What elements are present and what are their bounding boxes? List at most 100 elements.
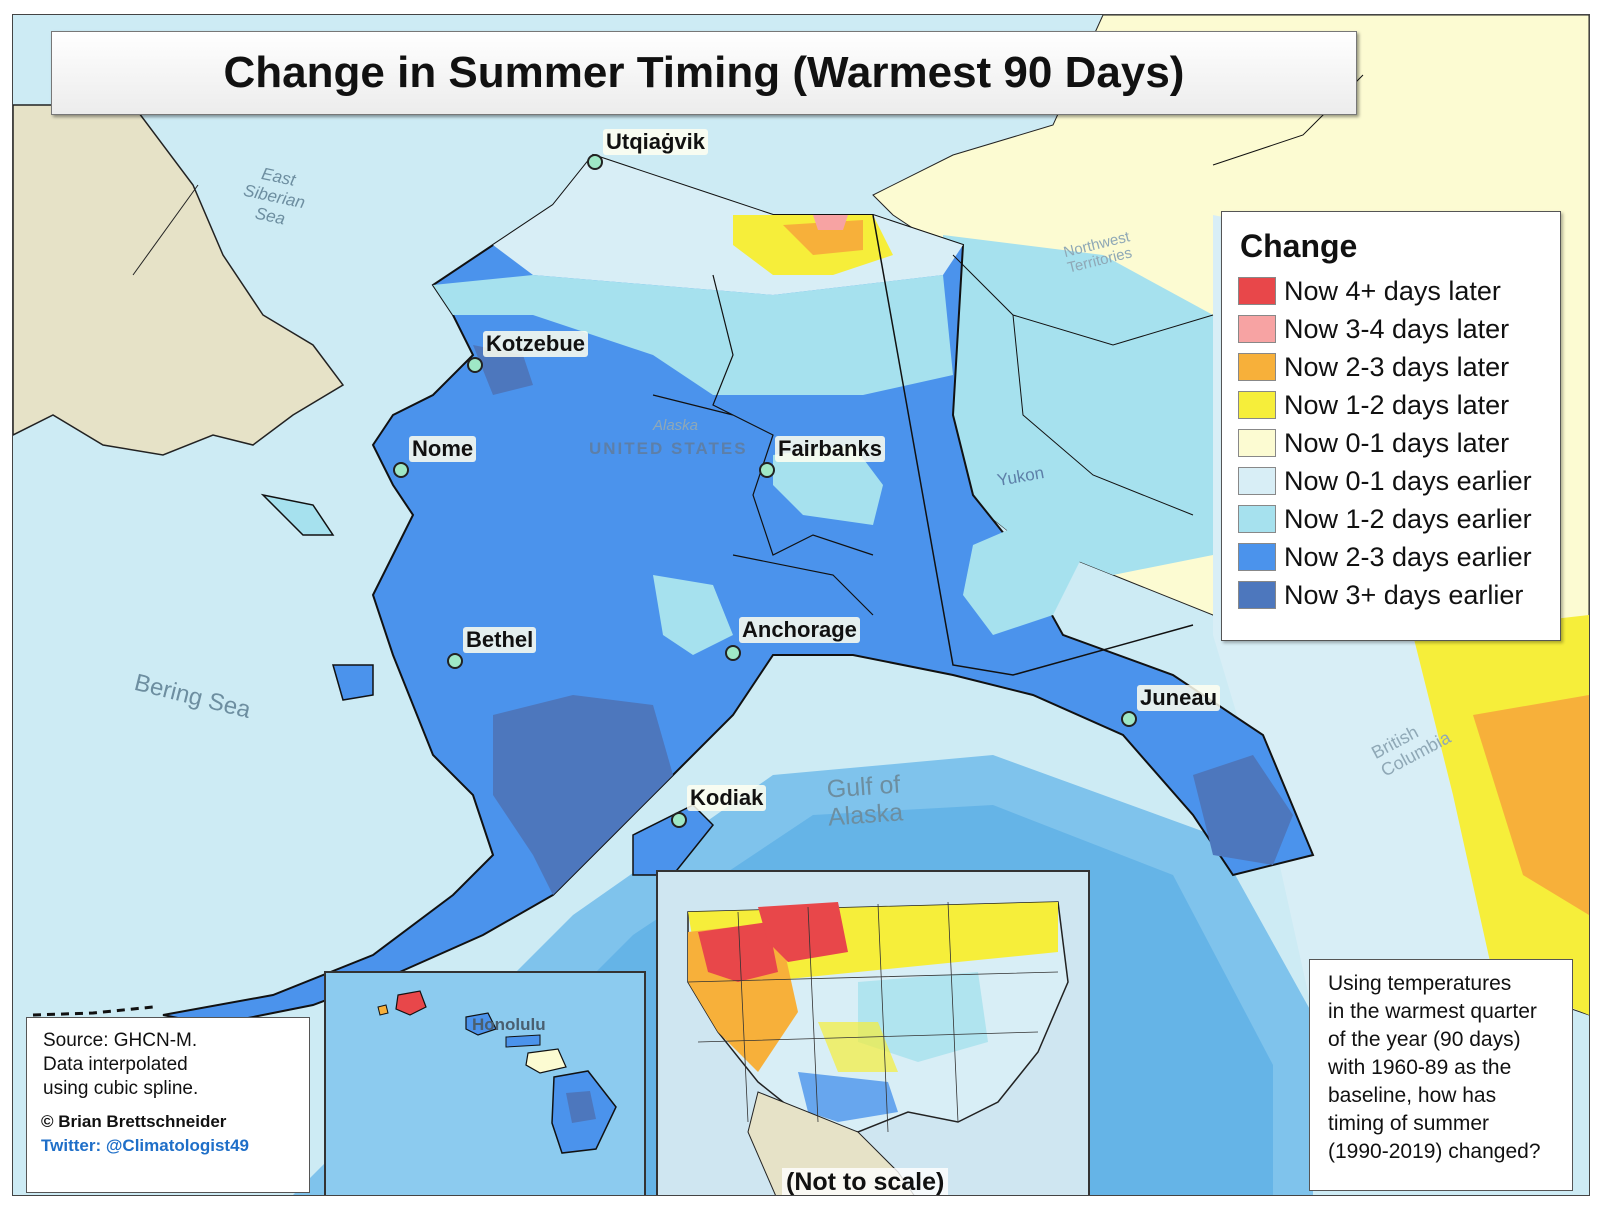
gulf-of-alaska-label: Gulf of Alaska [825,770,904,831]
legend-label: Now 1-2 days later [1284,389,1510,420]
kodiak-label: Kodiak [687,785,767,811]
niihau-island [377,1004,389,1016]
legend-swatch [1238,429,1276,457]
anchorage-marker [725,645,741,661]
source-line: Source: GHCN-M. [43,1030,198,1051]
kotzebue-marker [467,357,483,373]
kauai-island [395,990,427,1016]
map-frame: Change in Summer Timing (Warmest 90 Days… [12,14,1590,1196]
legend-swatch [1238,391,1276,419]
legend-title: Change [1240,228,1358,264]
conus-south-blue [798,1072,898,1122]
fairbanks-label: Fairbanks [775,436,885,462]
conus-map [658,872,1088,1195]
nome-marker [393,462,409,478]
utqiagvik-marker [587,154,603,170]
bethel-marker [447,653,463,669]
southwest-dark [493,695,673,895]
conus-south-yellow [818,1022,898,1072]
legend-item: Now 1-2 days later [1238,388,1509,422]
conus-midwest-light [858,972,988,1062]
info-line: timing of summer [1328,1112,1490,1135]
legend-label: Now 3+ days earlier [1284,579,1524,610]
legend-item: Now 2-3 days later [1238,350,1509,384]
legend-item: Now 0-1 days later [1238,426,1509,460]
legend-item: Now 3+ days earlier [1238,578,1523,612]
conus-state-grid [687,901,1059,1133]
alaska-range-light [653,575,733,655]
conus-northwest-red [698,922,778,982]
aleutian-chain [32,1005,154,1017]
canada-band-orange [1473,695,1589,915]
info-line: Using temperatures [1328,972,1512,995]
oahu-island [465,1012,497,1036]
legend-swatch [1238,467,1276,495]
legend-swatch [1238,315,1276,343]
north-slope-light [433,275,953,395]
legend-label: Now 3-4 days later [1284,313,1510,344]
kotzebue-label: Kotzebue [483,331,588,357]
legend-item: Now 1-2 days earlier [1238,502,1532,536]
bethel-label: Bethel [463,627,537,653]
siberia-border [132,184,199,276]
hawaii-inset: Honolulu [324,971,646,1195]
title-box: Change in Summer Timing (Warmest 90 Days… [51,31,1357,115]
us-region-label: UNITED STATES [589,439,748,458]
kotzebue-dark [473,345,533,395]
legend: Change Now 4+ days later Now 3-4 days la… [1221,211,1561,641]
legend-swatch [1238,353,1276,381]
info-line: (1990-2019) changed? [1328,1140,1541,1163]
southeast-dark [1193,755,1293,865]
honolulu-label: Honolulu [472,1015,546,1034]
nunivak-island [332,664,374,701]
juneau-marker [1121,711,1137,727]
kodiak-marker [671,812,687,828]
legend-swatch [1238,543,1276,571]
legend-label: Now 0-1 days later [1284,427,1510,458]
legend-swatch [1238,581,1276,609]
fairbanks-light [773,445,883,525]
legend-item: Now 3-4 days later [1238,312,1509,346]
info-line: in the warmest quarter [1328,1000,1537,1023]
big-island-dark [566,1091,596,1123]
juneau-label: Juneau [1137,685,1221,711]
info-line: of the year (90 days) [1328,1028,1521,1051]
hawaii-map [326,973,644,1195]
molokai-island [505,1034,541,1048]
canada-band-lightblue [943,235,1273,575]
source-box: Source: GHCN-M. Data interpolated using … [26,1017,310,1193]
not-to-scale-label: (Not to scale) [782,1168,949,1195]
kodiak-island [632,804,715,876]
legend-swatch [1238,505,1276,533]
st-lawrence-island [260,493,335,536]
legend-label: Now 1-2 days earlier [1284,503,1532,534]
source-line: Data interpolated [43,1054,188,1075]
legend-label: Now 4+ days later [1284,275,1501,306]
east-siberian-sea-label: East Siberian Sea [237,161,310,233]
info-box: Using temperatures in the warmest quarte… [1309,959,1573,1191]
siberia-land [13,104,345,456]
info-line: with 1960-89 as the [1328,1056,1512,1079]
legend-label: Now 2-3 days earlier [1284,541,1532,572]
gulf-line2: Alaska [827,798,904,832]
legend-item: Now 2-3 days earlier [1238,540,1532,574]
arctic-pink [813,215,848,230]
twitter-handle: Twitter: @Climatologist49 [41,1136,250,1155]
legend-item: Now 0-1 days earlier [1238,464,1532,498]
legend-label: Now 0-1 days earlier [1284,465,1532,496]
legend-label: Now 2-3 days later [1284,351,1510,382]
legend-item: Now 4+ days later [1238,274,1501,308]
utqiagvik-label: Utqiaġvik [603,129,709,155]
conus-inset: (Not to scale) [656,870,1090,1195]
conus-montana-red [758,902,848,962]
anchorage-label: Anchorage [739,617,860,643]
nome-label: Nome [409,436,477,462]
source-line: using cubic spline. [43,1078,199,1099]
maui-island [525,1048,567,1074]
fairbanks-marker [759,462,775,478]
alaska-region-label: Alaska [653,417,699,434]
legend-swatch [1238,277,1276,305]
info-line: baseline, how has [1328,1084,1497,1107]
author-credit: © Brian Brettschneider [41,1112,227,1131]
us-canada-border [872,214,1194,676]
